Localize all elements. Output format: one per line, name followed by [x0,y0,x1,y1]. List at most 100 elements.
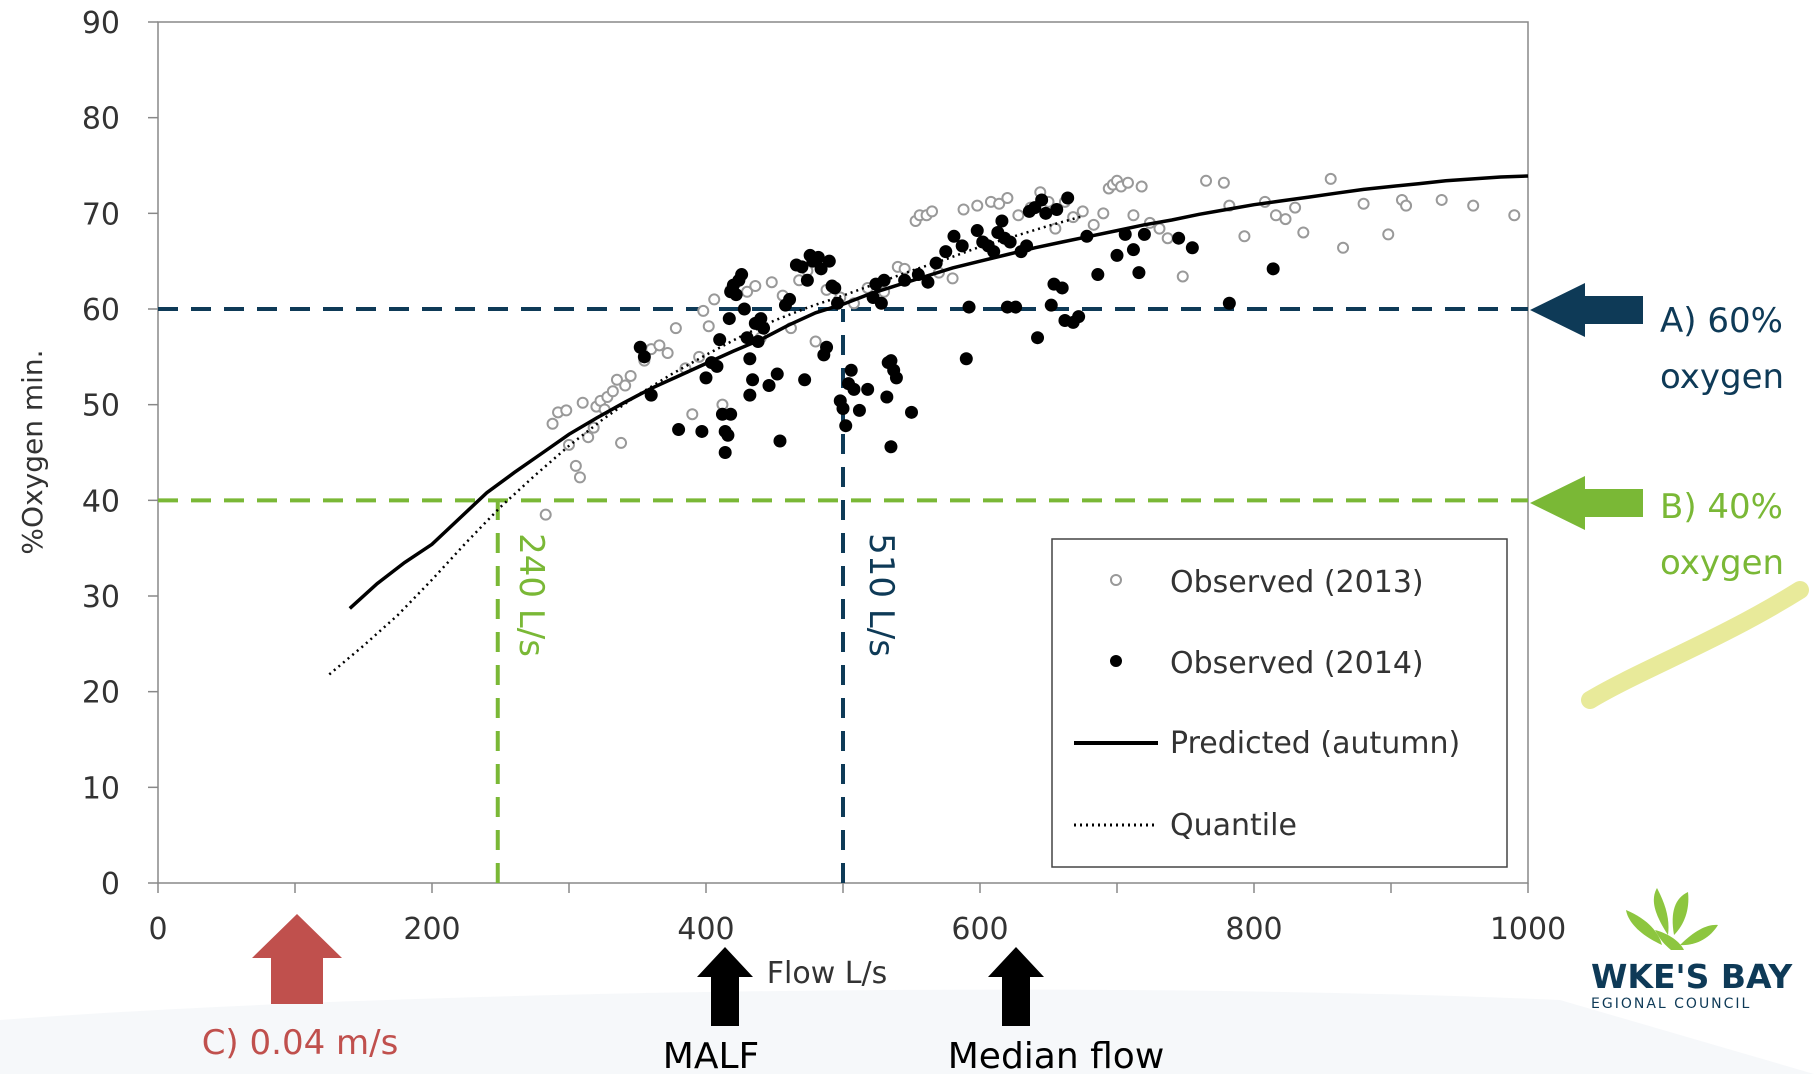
data-point-2014 [724,407,738,421]
data-point-2014 [889,371,903,385]
logo-text-line2: EGIONAL COUNCIL [1591,996,1751,1012]
data-point-2014 [880,390,894,404]
data-point-2013 [587,421,600,434]
data-point-2014 [1009,300,1023,314]
data-point-2013 [615,436,628,449]
x-tick-label: 1000 [1490,912,1566,947]
data-point-2014 [939,245,953,259]
data-point-2014 [699,371,713,385]
data-point-2014 [921,275,935,289]
data-point-2013 [708,293,721,306]
arrow-up-icon-median [988,947,1044,1026]
y-tick-label: 0 [101,867,120,902]
data-point-2013 [1467,199,1480,212]
data-point-2014 [814,262,828,276]
data-point-2013 [653,339,666,352]
legend: Observed (2013) Observed (2014) Predicte… [1051,538,1508,868]
data-point-2013 [1279,213,1292,226]
data-point-2014 [962,300,976,314]
data-point-2013 [809,335,822,348]
data-point-2014 [1126,243,1140,257]
data-point-2014 [828,281,842,295]
data-point-2013 [1337,241,1350,254]
x-tick-label: 800 [1225,912,1282,947]
data-point-2013 [1076,205,1089,218]
data-point-2013 [993,197,1006,210]
data-point-2014 [955,239,969,253]
logo-text-line1: WKE'S BAY [1591,957,1793,996]
background-decoration [0,581,1814,1074]
data-point-2014 [695,424,709,438]
data-point-2014 [1172,231,1186,245]
data-point-2013 [582,431,595,444]
legend-filled-circle-icon [1110,655,1122,667]
data-point-2013 [539,508,552,521]
y-tick-label: 30 [82,580,120,615]
data-point-2013 [1297,226,1310,239]
annotation-b-line1: B) 40% [1660,487,1783,527]
x-tick-label: 400 [677,912,734,947]
data-point-2014 [1266,262,1280,276]
data-point-2014 [672,423,686,437]
data-point-2014 [798,373,812,387]
annotation-a: A) 60% oxygen [1530,283,1784,397]
data-point-2013 [749,280,762,293]
data-point-2013 [765,276,778,289]
data-point-2014 [1055,281,1069,295]
data-point-2013 [1357,197,1370,210]
data-point-2014 [811,250,825,264]
data-point-2013 [669,322,682,335]
quantile-line [328,214,1084,676]
data-point-2014 [822,254,836,268]
data-point-2013 [563,438,575,451]
annotation-malf-label: MALF [663,1036,759,1074]
data-point-2013 [1324,172,1337,185]
data-point-2014 [762,379,776,393]
data-point-2013 [971,199,984,212]
data-point-2013 [946,272,959,285]
data-point-2014 [874,296,888,310]
data-point-2013 [1289,201,1302,214]
legend-box [1051,538,1508,868]
data-point-2013 [624,369,637,382]
annotation-median-flow: Median flow [948,947,1164,1074]
data-point-2014 [1072,310,1086,324]
data-point-2013 [569,459,582,472]
leaf-icon [1626,888,1718,950]
data-point-2013 [957,203,970,216]
data-point-2014 [884,440,898,454]
data-point-2013 [546,417,559,430]
vline-label-510: 510 L/s [861,533,901,657]
data-point-2013 [1127,209,1140,222]
data-point-2013 [1176,270,1189,283]
data-point-2013 [1508,209,1521,222]
data-point-2014 [970,224,984,238]
data-point-2014 [836,401,850,415]
data-point-2014 [743,352,757,366]
data-point-2013 [1217,176,1230,189]
axes: 0 10 20 30 40 50 60 70 80 90 0 200 400 600 800 1000 [82,6,1566,947]
data-point-2014 [1091,268,1105,282]
data-point-2013 [661,347,674,360]
data-point-2014 [746,373,760,387]
data-point-2014 [1110,248,1124,262]
data-point-2014 [1031,331,1045,345]
annotation-b-line2: oxygen [1660,543,1784,583]
data-point-2014 [721,428,735,442]
data-point-2014 [820,340,834,354]
data-point-2014 [987,245,1001,259]
data-point-2014 [995,214,1009,228]
data-point-2013 [610,373,623,386]
data-point-2013 [1238,230,1251,243]
chart-marks [328,172,1529,676]
data-point-2014 [1003,235,1017,249]
data-point-2013 [1135,180,1148,193]
data-point-2013 [1087,218,1100,231]
annotation-c: C) 0.04 m/s [202,914,398,1063]
data-point-2013 [1435,193,1448,206]
data-point-2014 [743,388,757,402]
data-point-2014 [861,382,875,396]
data-point-2014 [770,367,784,381]
data-point-2014 [1061,191,1075,205]
